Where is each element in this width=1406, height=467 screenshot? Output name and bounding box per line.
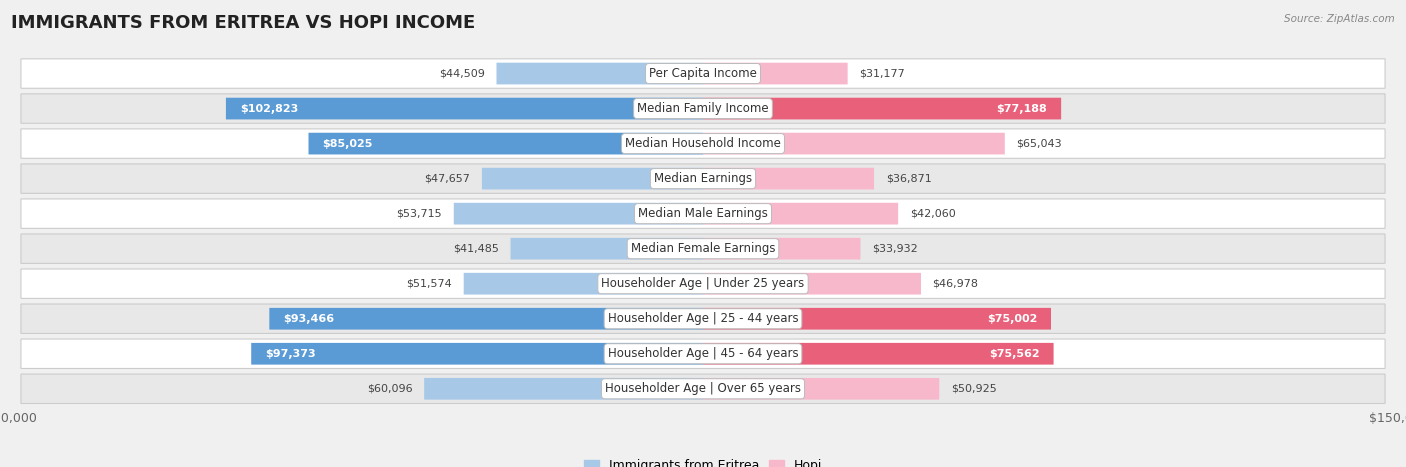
FancyBboxPatch shape [308, 133, 703, 155]
Text: Median Earnings: Median Earnings [654, 172, 752, 185]
Text: $75,562: $75,562 [988, 349, 1039, 359]
Text: $51,574: $51,574 [406, 279, 453, 289]
Text: $65,043: $65,043 [1017, 139, 1062, 149]
FancyBboxPatch shape [703, 273, 921, 295]
FancyBboxPatch shape [496, 63, 703, 85]
FancyBboxPatch shape [425, 378, 703, 400]
FancyBboxPatch shape [703, 168, 875, 190]
Text: Householder Age | 45 - 64 years: Householder Age | 45 - 64 years [607, 347, 799, 360]
Text: $93,466: $93,466 [283, 314, 335, 324]
Text: Per Capita Income: Per Capita Income [650, 67, 756, 80]
Text: $77,188: $77,188 [997, 104, 1047, 113]
Text: $75,002: $75,002 [987, 314, 1038, 324]
FancyBboxPatch shape [21, 164, 1385, 193]
FancyBboxPatch shape [703, 343, 1053, 365]
FancyBboxPatch shape [21, 269, 1385, 298]
FancyBboxPatch shape [252, 343, 703, 365]
FancyBboxPatch shape [510, 238, 703, 260]
FancyBboxPatch shape [21, 304, 1385, 333]
FancyBboxPatch shape [703, 203, 898, 225]
Text: Median Male Earnings: Median Male Earnings [638, 207, 768, 220]
FancyBboxPatch shape [703, 308, 1052, 330]
Text: IMMIGRANTS FROM ERITREA VS HOPI INCOME: IMMIGRANTS FROM ERITREA VS HOPI INCOME [11, 14, 475, 32]
Legend: Immigrants from Eritrea, Hopi: Immigrants from Eritrea, Hopi [579, 454, 827, 467]
FancyBboxPatch shape [703, 238, 860, 260]
FancyBboxPatch shape [21, 374, 1385, 403]
Text: $33,932: $33,932 [872, 244, 918, 254]
FancyBboxPatch shape [464, 273, 703, 295]
FancyBboxPatch shape [21, 199, 1385, 228]
Text: $50,925: $50,925 [950, 384, 997, 394]
Text: $97,373: $97,373 [266, 349, 316, 359]
Text: Source: ZipAtlas.com: Source: ZipAtlas.com [1284, 14, 1395, 24]
FancyBboxPatch shape [21, 129, 1385, 158]
Text: $102,823: $102,823 [240, 104, 298, 113]
Text: $36,871: $36,871 [886, 174, 931, 184]
FancyBboxPatch shape [21, 234, 1385, 263]
FancyBboxPatch shape [270, 308, 703, 330]
Text: Median Family Income: Median Family Income [637, 102, 769, 115]
Text: $85,025: $85,025 [322, 139, 373, 149]
Text: $60,096: $60,096 [367, 384, 412, 394]
Text: $47,657: $47,657 [425, 174, 470, 184]
Text: $42,060: $42,060 [910, 209, 956, 219]
FancyBboxPatch shape [703, 133, 1005, 155]
Text: Median Household Income: Median Household Income [626, 137, 780, 150]
Text: Median Female Earnings: Median Female Earnings [631, 242, 775, 255]
Text: $46,978: $46,978 [932, 279, 979, 289]
Text: $44,509: $44,509 [439, 69, 485, 78]
FancyBboxPatch shape [21, 59, 1385, 88]
Text: Householder Age | 25 - 44 years: Householder Age | 25 - 44 years [607, 312, 799, 325]
FancyBboxPatch shape [454, 203, 703, 225]
Text: $53,715: $53,715 [396, 209, 441, 219]
Text: Householder Age | Under 25 years: Householder Age | Under 25 years [602, 277, 804, 290]
Text: Householder Age | Over 65 years: Householder Age | Over 65 years [605, 382, 801, 395]
FancyBboxPatch shape [21, 339, 1385, 368]
FancyBboxPatch shape [703, 378, 939, 400]
FancyBboxPatch shape [226, 98, 703, 120]
Text: $31,177: $31,177 [859, 69, 905, 78]
FancyBboxPatch shape [21, 94, 1385, 123]
FancyBboxPatch shape [703, 98, 1062, 120]
FancyBboxPatch shape [482, 168, 703, 190]
FancyBboxPatch shape [703, 63, 848, 85]
Text: $41,485: $41,485 [453, 244, 499, 254]
